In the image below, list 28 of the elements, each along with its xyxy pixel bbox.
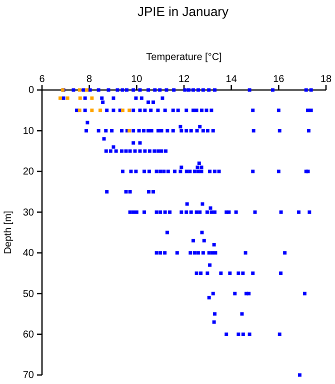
x-tick-label: 10 — [131, 74, 143, 85]
point — [66, 96, 70, 100]
x-tick-label: 12 — [178, 74, 190, 85]
point — [120, 108, 124, 112]
y-tick-label: 30 — [22, 207, 34, 218]
point — [90, 96, 94, 100]
point — [78, 96, 82, 100]
point — [128, 108, 132, 112]
y-axis-title: Depth [m] — [3, 210, 14, 254]
y-tick-label: 0 — [28, 85, 34, 96]
x-tick-label: 18 — [320, 74, 332, 85]
y-tick-label: 70 — [22, 370, 34, 382]
y-tick-label: 40 — [22, 248, 34, 260]
x-tick-label: 6 — [39, 74, 46, 85]
y-tick-label: 20 — [22, 166, 34, 178]
point — [98, 108, 102, 112]
point — [78, 108, 82, 112]
x-axis-title: Temperature [°C] — [146, 52, 222, 63]
point — [128, 128, 132, 132]
point — [90, 108, 94, 112]
chart-title: JPIE in January — [137, 4, 230, 19]
point — [58, 96, 62, 100]
x-tick-label: 16 — [273, 74, 285, 85]
x-tick-label: 8 — [86, 74, 93, 85]
y-tick-label: 50 — [22, 288, 34, 300]
y-tick-label: 60 — [22, 329, 34, 340]
x-tick-label: 14 — [226, 74, 238, 85]
y-tick-label: 10 — [22, 126, 34, 137]
